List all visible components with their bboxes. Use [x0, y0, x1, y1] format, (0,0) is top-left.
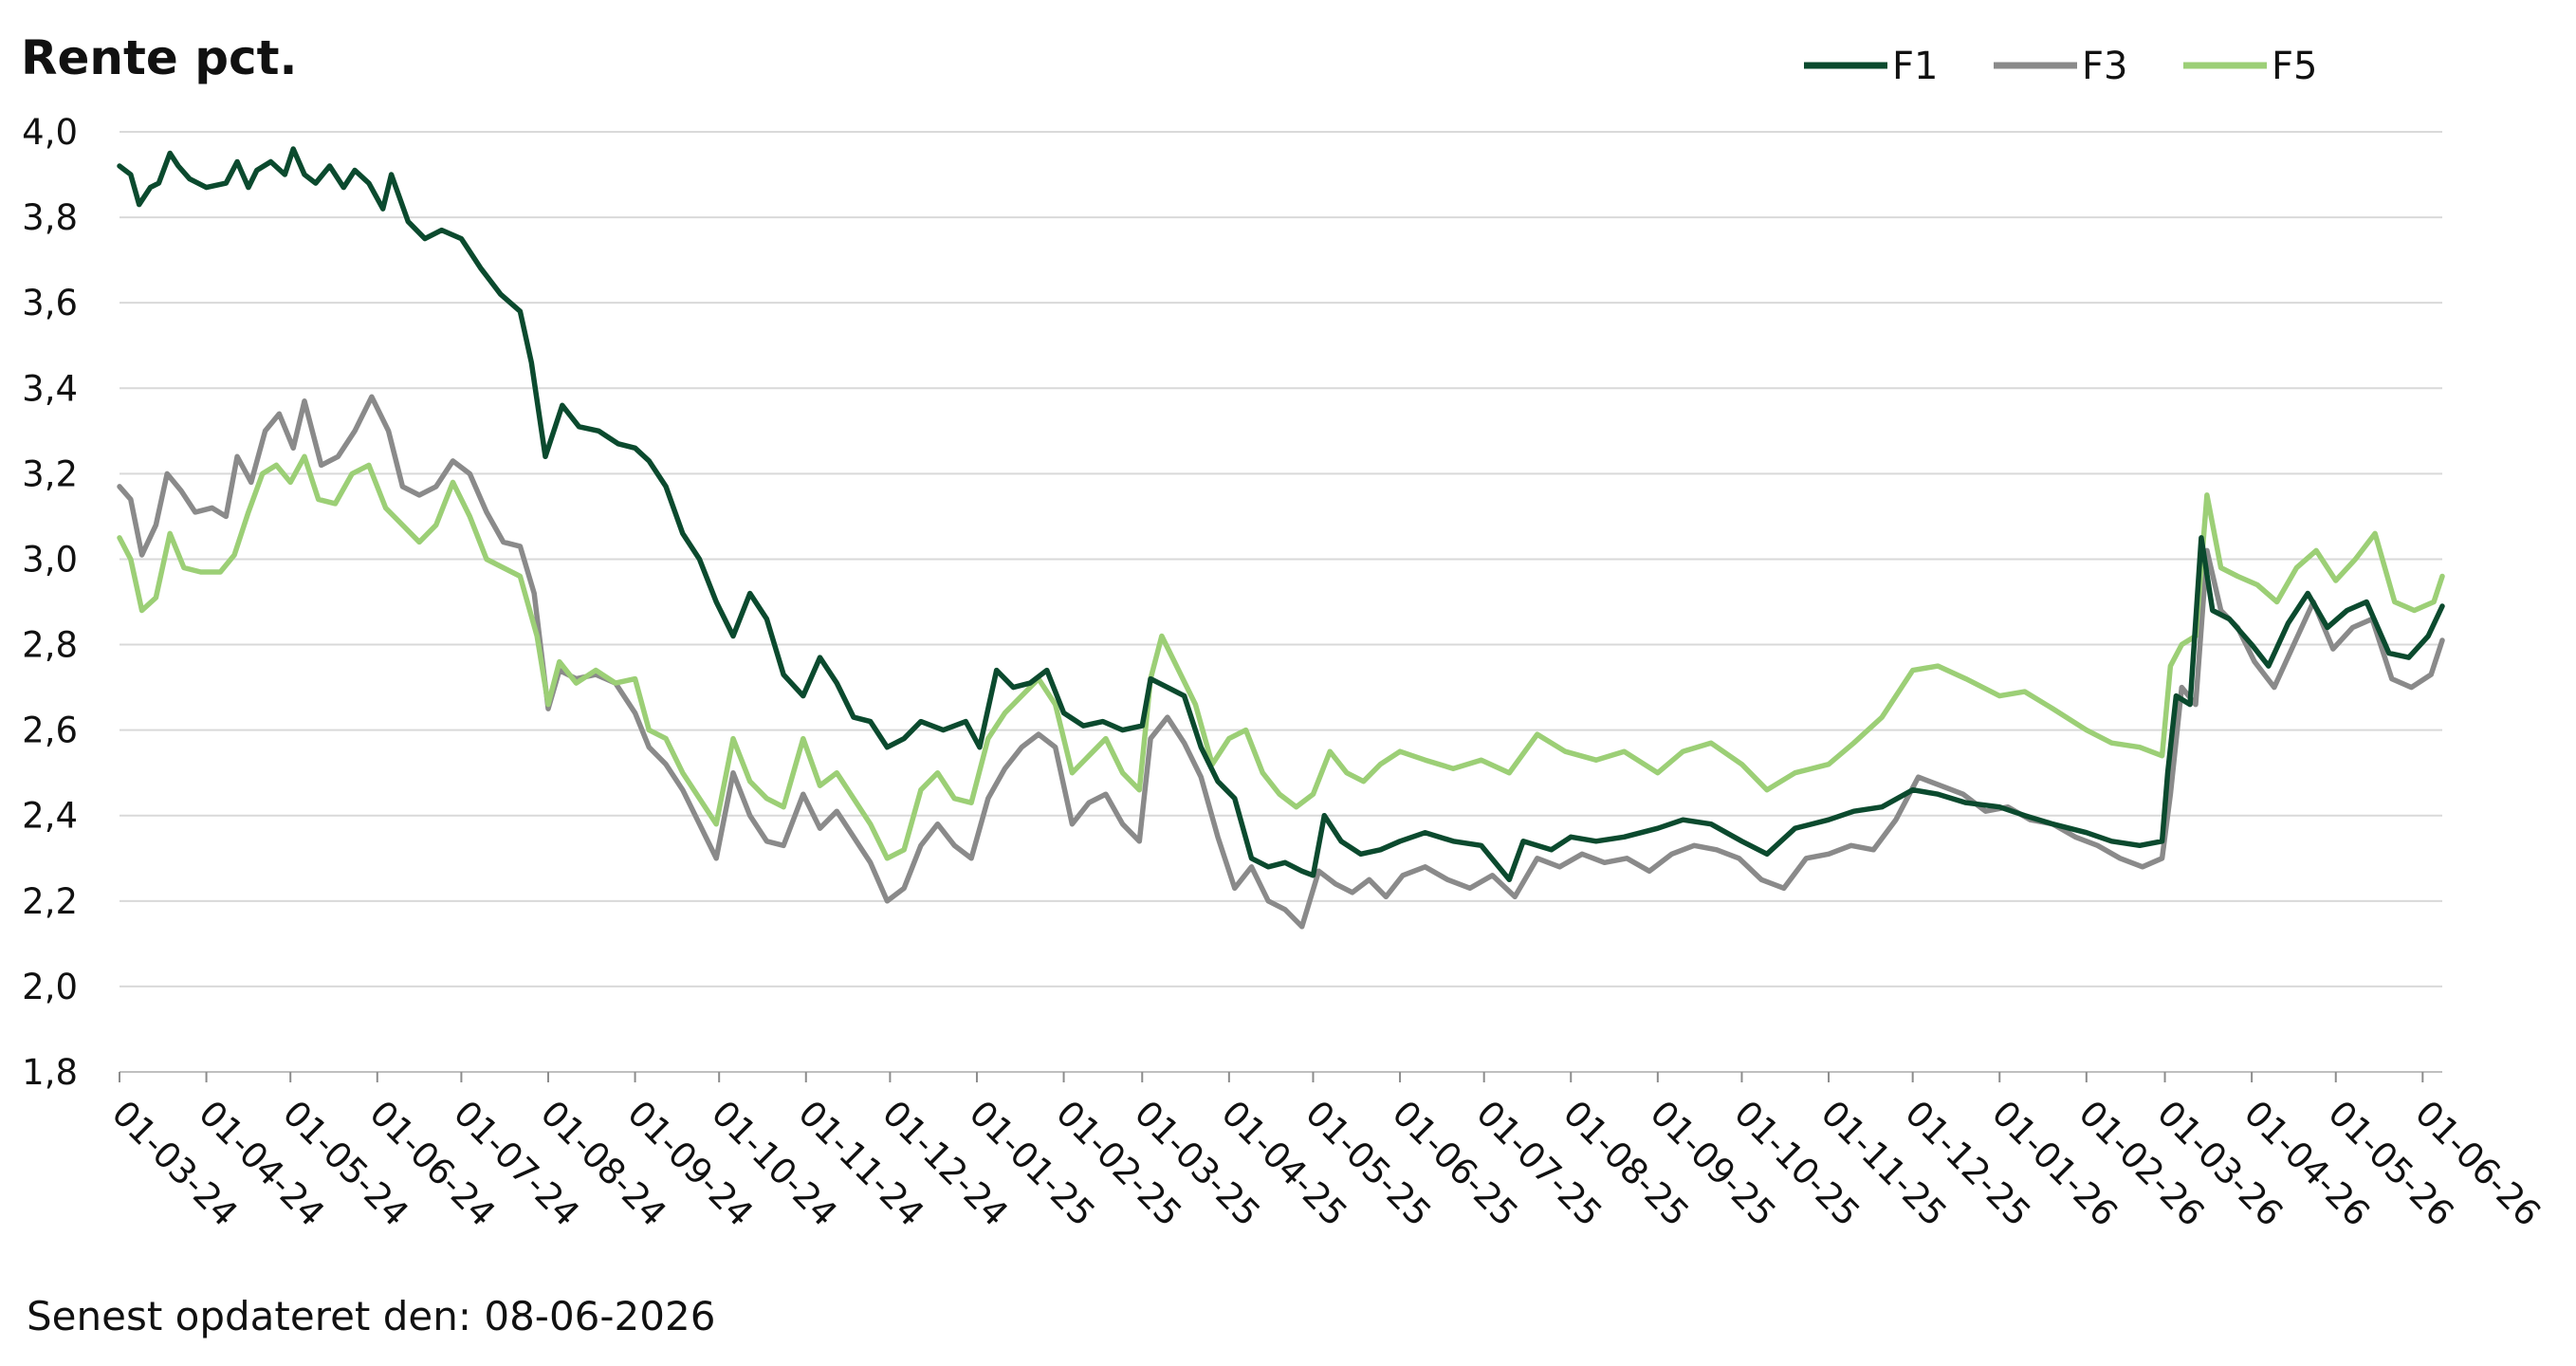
legend-label-f3: F3 [2082, 45, 2127, 88]
y-tick-label: 3,0 [22, 539, 78, 580]
y-axis-title: Rente pct. [21, 30, 298, 85]
y-tick-label: 2,0 [22, 967, 78, 1007]
grid-lines [120, 131, 2442, 1073]
series-line-f5 [117, 453, 2445, 861]
legend: F1 F3 F5 [1804, 45, 2317, 88]
series-line-f3 [117, 394, 2445, 930]
y-tick-label: 3,4 [22, 368, 78, 409]
y-tick-label: 2,8 [22, 625, 78, 666]
x-axis: 01-03-2401-04-2401-05-2401-06-2401-07-24… [104, 1071, 2548, 1234]
y-tick-label: 2,6 [22, 711, 78, 751]
y-tick-label: 1,8 [22, 1052, 78, 1093]
y-tick-label: 3,6 [22, 283, 78, 323]
y-tick-label: 3,8 [22, 197, 78, 238]
series-line-f1 [117, 146, 2445, 883]
y-tick-label: 3,2 [22, 453, 78, 494]
y-tick-label: 4,0 [22, 112, 78, 153]
y-tick-label: 2,4 [22, 796, 78, 837]
legend-label-f1: F1 [1892, 45, 1938, 88]
series-lines [117, 146, 2445, 930]
legend-label-f5: F5 [2272, 45, 2317, 88]
last-updated-note: Senest opdateret den: 08-06-2026 [27, 1293, 715, 1339]
y-tick-label: 2,2 [22, 881, 78, 922]
y-axis-ticks: 4,0 3,8 3,6 3,4 3,2 3,0 2,8 2,6 2,4 2,2 2,0 1,8 [22, 112, 78, 1093]
